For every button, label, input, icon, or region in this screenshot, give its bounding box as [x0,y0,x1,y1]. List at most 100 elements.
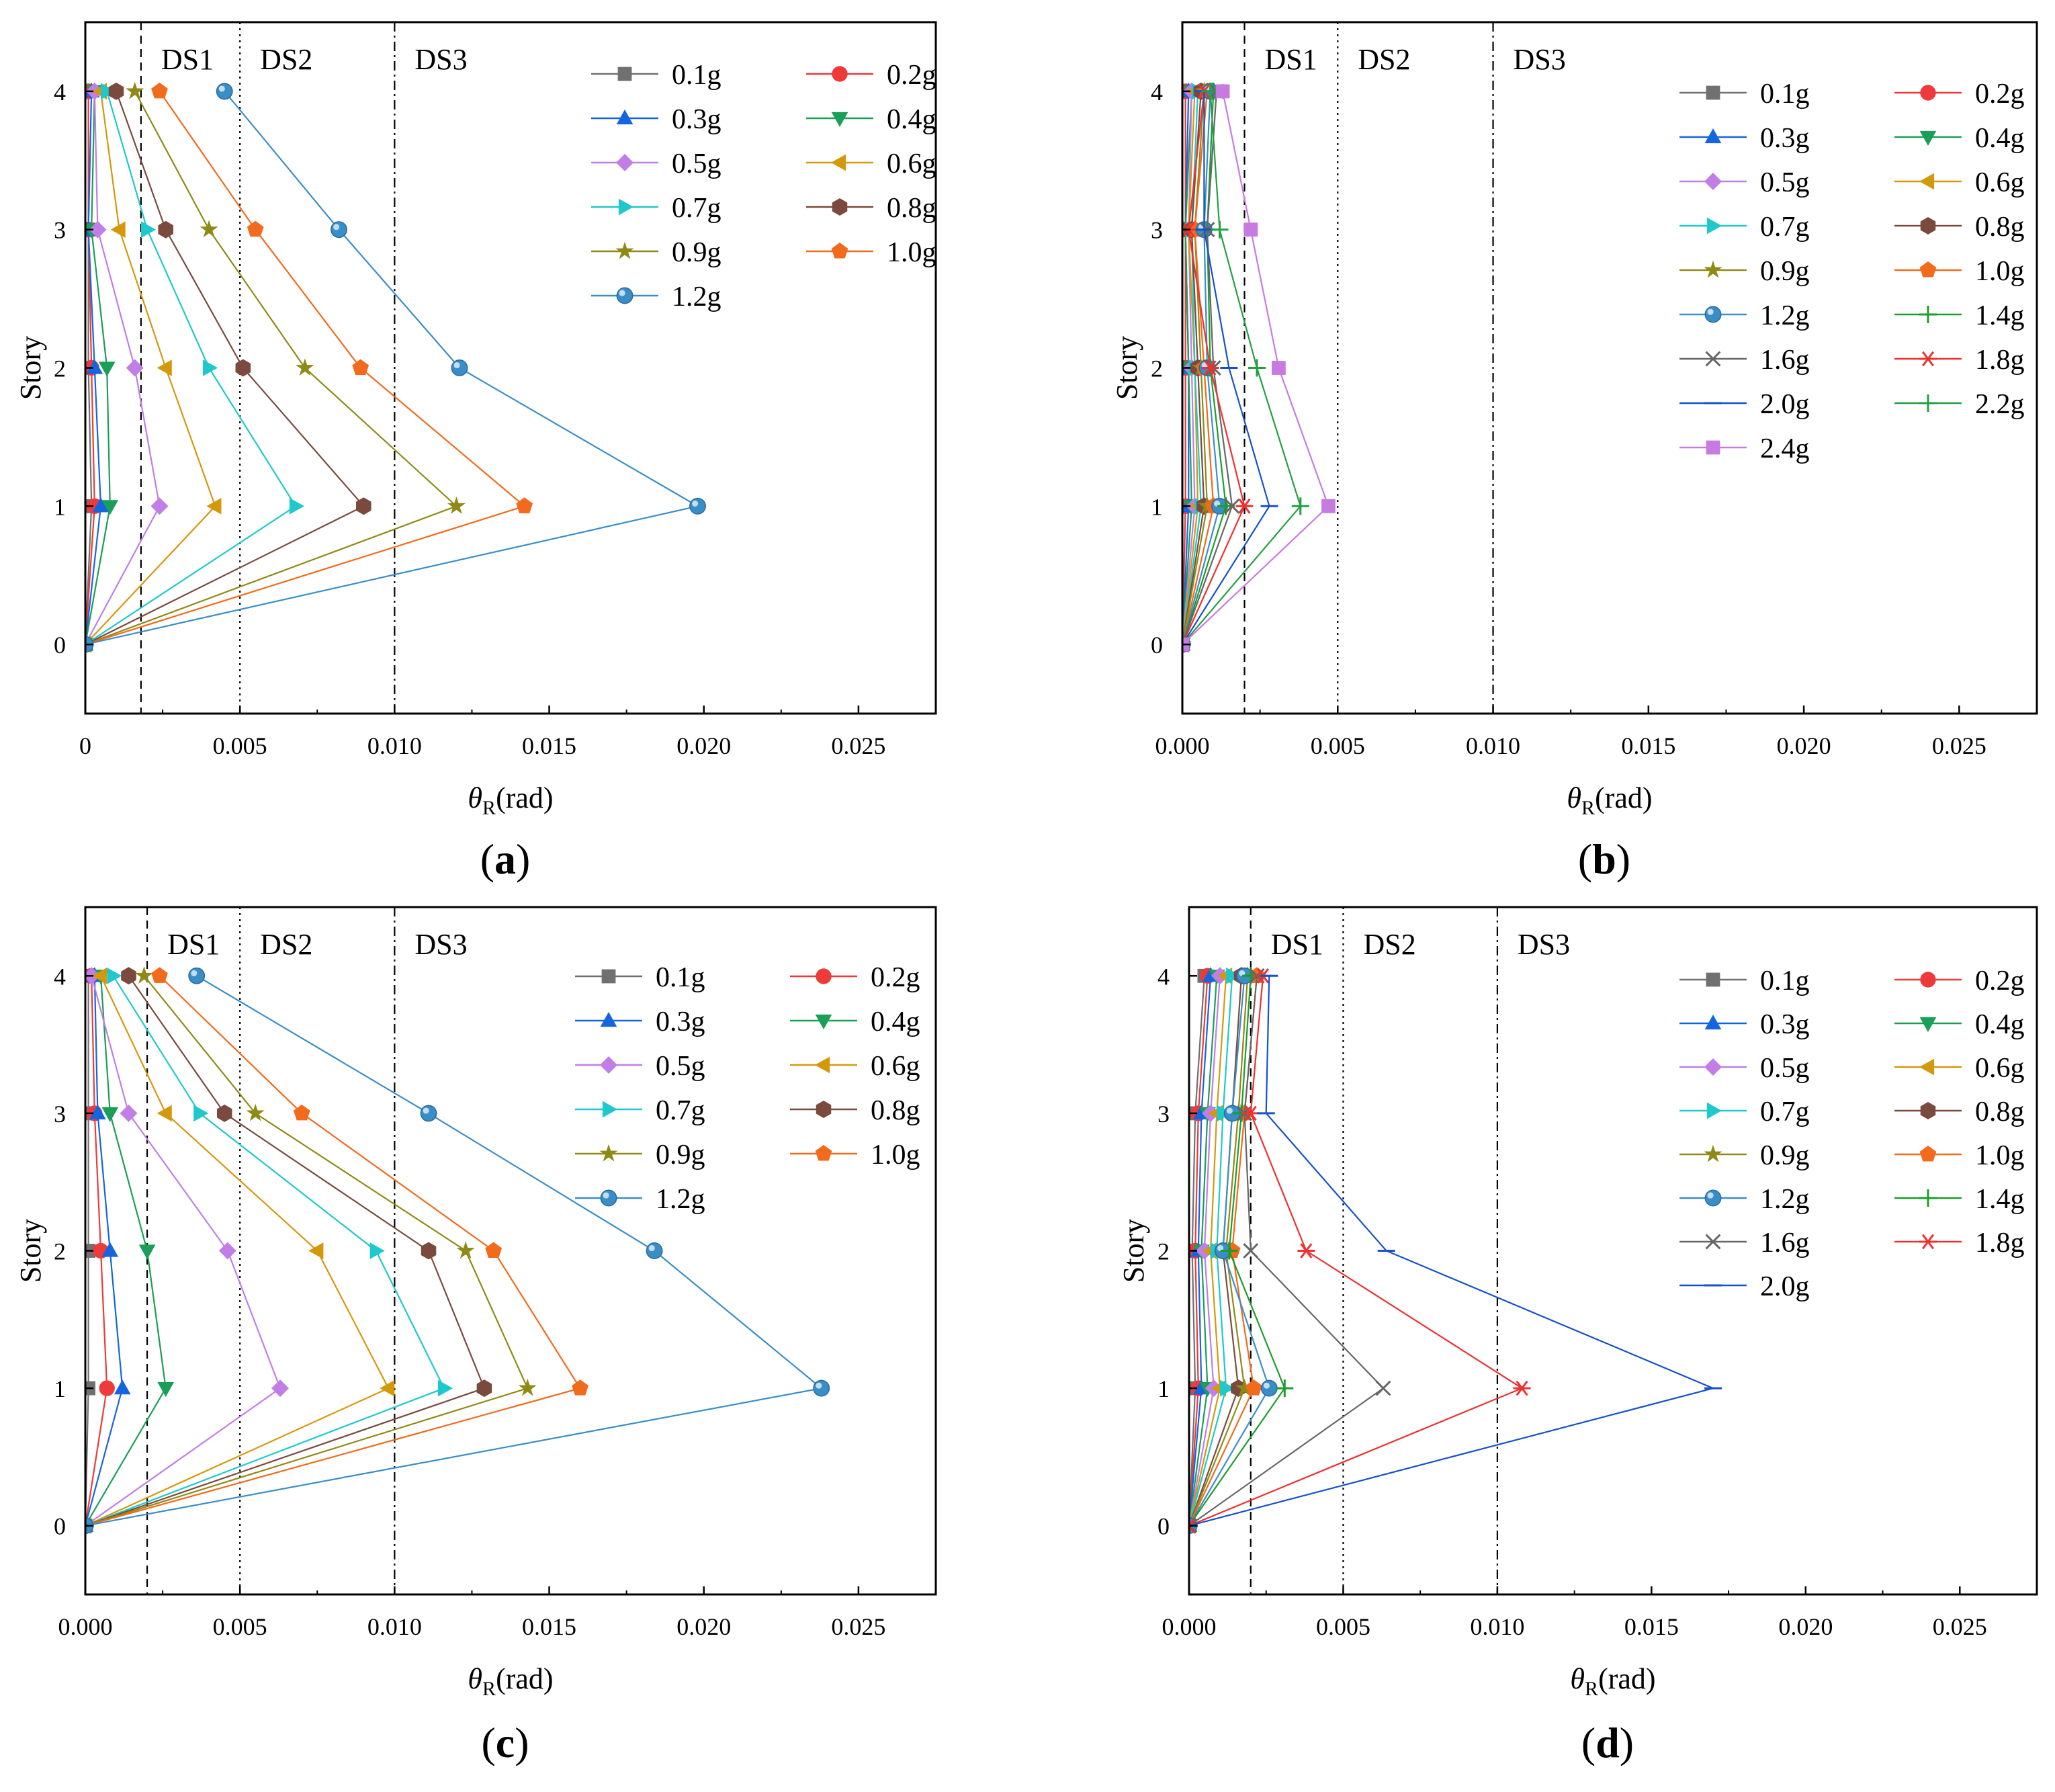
legend-label: 0.1g [672,60,722,91]
legend-marker [599,1144,618,1162]
legend-item: 0.9g [575,1140,705,1170]
ds-label: DS3 [414,43,467,76]
y-axis-label: Story [1117,1219,1150,1283]
legend: 0.1g 0.2g 0.3g 0.4g 0.5g 0.6g 0.7g 0.8g 0.9g 1.0g… [1679,79,2025,464]
legend-label: 0.5g [1760,1053,1810,1084]
data-point [308,1242,324,1259]
data-point [1235,1378,1254,1396]
data-point [99,1380,115,1396]
legend-item: 1.0g [1894,1140,2025,1171]
legend-marker [1706,1102,1722,1119]
legend-item: 0.7g [1679,1097,1810,1127]
legend-marker [1704,1189,1722,1207]
legend-label: 1.0g [1975,256,2025,287]
ds-label: DS2 [1363,928,1415,961]
data-point [138,1244,156,1260]
legend-item: 0.4g [1894,1009,2025,1040]
data-point [1276,1379,1294,1398]
legend-item: 1.6g [1679,1228,1810,1258]
legend-item: 1.6g [1679,345,1810,376]
data-point [89,1104,106,1119]
legend-label: 0.7g [1760,1097,1810,1127]
legend-item: 2.2g [1894,389,2025,420]
legend-label: 0.4g [871,1007,920,1037]
legend-marker [1705,351,1721,367]
legend-label: 0.2g [1975,966,2025,996]
data-point [646,1242,663,1259]
legend-label: 0.7g [1760,212,1810,243]
series-line [85,975,824,1527]
data-point [120,1104,138,1122]
legend-label: 1.0g [1975,1140,2025,1171]
data-point [158,220,173,239]
data-point [476,1379,492,1398]
legend-item: 0.7g [575,1095,705,1126]
legend: 0.1g 0.2g 0.3g 0.4g 0.5g 0.6g 0.7g 0.8g 0.9g 1.0g… [1679,966,2025,1302]
legend-item: 0.1g [1679,79,1810,110]
y-tick-label: 2 [54,1238,66,1265]
data-point [157,359,172,376]
ds-label: DS1 [161,43,214,76]
x-tick-label: 0.015 [522,1613,576,1640]
plot-frame [1188,906,2038,1596]
legend-item: 0.2g [1894,966,2025,996]
data-point [98,361,116,377]
y-tick-label: 0 [1151,632,1163,658]
legend-marker [815,1145,832,1161]
legend-label: 0.8g [1975,1097,2025,1127]
legend-marker [616,287,633,304]
data-point [107,967,122,984]
x-tick-label: 0.000 [1155,732,1210,759]
data-point [572,1379,588,1396]
x-tick-label: 0.005 [213,1613,267,1640]
legend-item: 1.8g [1894,1228,2025,1258]
legend-label: 1.4g [1975,300,2025,331]
legend-item: 2.4g [1679,433,1810,464]
legend-marker [816,1101,832,1118]
data-point [1243,1243,1259,1258]
data-point [813,1379,830,1397]
y-tick-label: 4 [54,963,66,990]
legend-item: 0.6g [790,1051,920,1082]
x-tick-label: 0.005 [1316,1613,1370,1640]
legend-label: 0.6g [1975,167,2025,198]
legend-item: 0.9g [1679,256,1810,287]
legend-marker [815,1056,830,1074]
legend-label: 1.6g [1760,1228,1810,1258]
data-point [1260,1379,1278,1397]
data-point [1235,498,1254,514]
legend-label: 0.1g [1760,79,1810,110]
legend-item: 2.0g [1679,1271,1810,1302]
data-point [108,82,124,100]
legend-marker [1919,351,1937,367]
legend-marker [1919,1058,1935,1076]
legend-item: 1.2g [1679,1184,1810,1215]
data-point [1236,967,1254,984]
y-tick-label: 4 [1157,963,1170,990]
data-point [200,220,218,238]
plot-area [1189,966,1722,1535]
x-tick-label: 0.000 [1162,1613,1217,1640]
data-point [296,358,314,376]
x-axis-label: θR(rad) [1567,781,1652,819]
panel-label: (c) [481,1719,529,1766]
legend-marker [1705,1234,1721,1250]
data-point [134,966,154,984]
data-point [121,967,136,985]
legend-marker [1706,440,1720,455]
x-tick-label: 0.015 [1621,732,1675,759]
ds-label: DS3 [1518,928,1570,961]
legend-label: 0.9g [672,237,722,268]
data-point [101,500,119,515]
legend-marker [816,968,832,984]
y-axis-label: Story [14,1219,47,1283]
data-point [114,1379,131,1395]
legend-item: 0.6g [806,148,936,179]
x-axis-label: θR(rad) [1570,1662,1655,1700]
legend-item: 0.3g [575,1007,705,1037]
legend-item: 0.8g [790,1095,920,1126]
data-point [203,359,218,376]
x-tick-label: 0.020 [1778,1613,1833,1640]
legend-marker [832,66,848,82]
x-tick-label: 0.025 [831,1613,885,1640]
